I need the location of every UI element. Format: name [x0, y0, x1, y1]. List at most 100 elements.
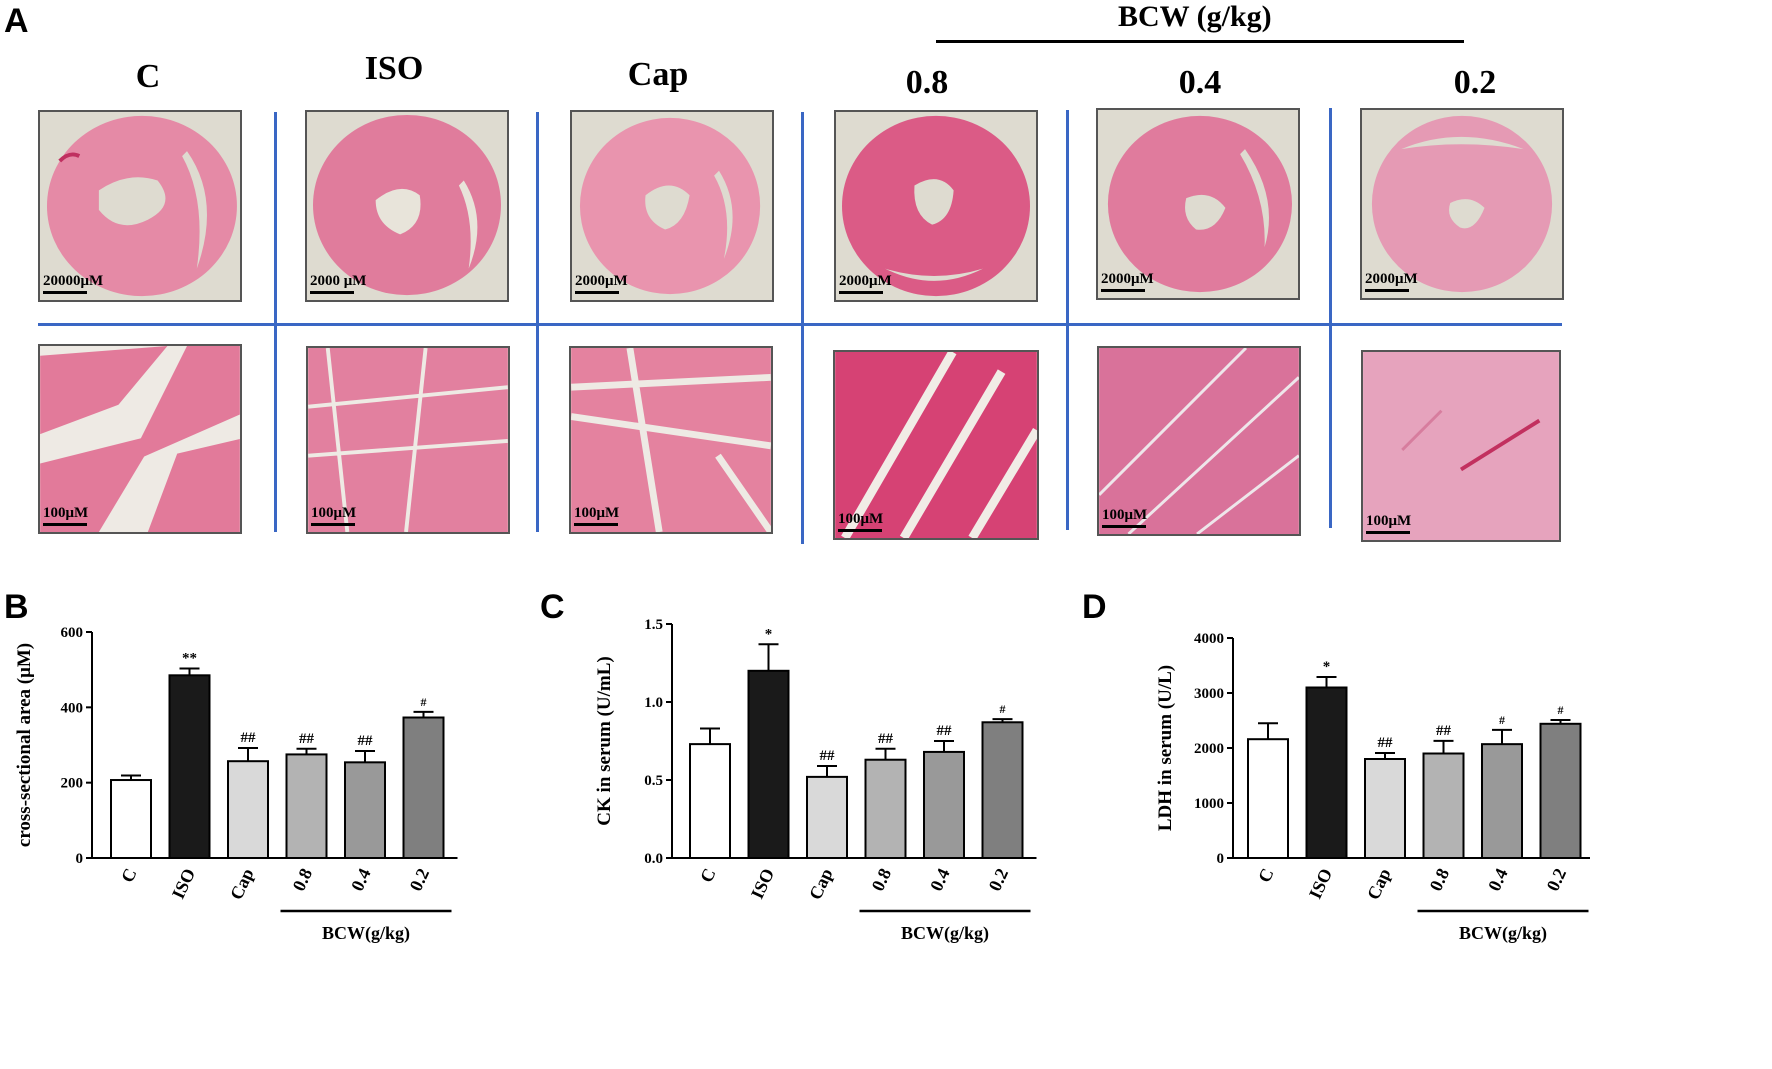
- x-tick-label: 0.2: [984, 865, 1012, 894]
- scale-label: 100μM: [311, 505, 357, 521]
- x-tick-label: 0.4: [1484, 865, 1512, 894]
- significance-mark: ##: [820, 748, 836, 764]
- significance-mark: *: [1323, 659, 1331, 675]
- bcw-group-title: BCW (g/kg): [1118, 0, 1272, 33]
- group-label-0-8: 0.8: [905, 64, 949, 101]
- x-tick-label: 0.4: [926, 865, 954, 894]
- tissue-section-iso-image: [308, 348, 508, 532]
- significance-mark: #: [1000, 702, 1006, 716]
- x-tick-label: Cap: [1363, 865, 1395, 902]
- significance-mark: ##: [358, 733, 374, 749]
- scale-bar-top-iso: 2000 μM: [310, 273, 366, 294]
- bar: [402, 716, 445, 859]
- x-tick-label: Cap: [226, 865, 258, 902]
- tissue-section-cap-image: [571, 348, 771, 532]
- y-axis-label: CK in serum (U/mL): [594, 656, 615, 825]
- y-tick-label: 600: [61, 625, 84, 641]
- significance-mark: ##: [878, 731, 894, 747]
- heart-section-0-4: 2000μM: [1096, 108, 1300, 300]
- group-label-0-2: 0.2: [1453, 64, 1497, 101]
- bar: [227, 760, 269, 860]
- chart-b: 0 200 400 600 cross-sectional area (μM) C ** IS…: [14, 625, 458, 944]
- group-label-c: C: [135, 58, 161, 95]
- tissue-section-0-8-image: [835, 352, 1037, 538]
- significance-mark: #: [1558, 703, 1564, 717]
- tissue-section-0-4: 100μM: [1097, 346, 1301, 536]
- scale-label: 2000μM: [1101, 271, 1154, 287]
- y-tick-label: 1000: [1194, 796, 1224, 812]
- scale-label: 100μM: [574, 505, 620, 521]
- heart-section-iso-image: [313, 114, 501, 296]
- scale-label: 100μM: [838, 511, 884, 527]
- x-tick-label: 0.8: [288, 865, 316, 894]
- bar: [747, 669, 790, 859]
- x-tick-label: C: [1254, 865, 1278, 885]
- scale-label: 2000μM: [839, 273, 892, 289]
- scale-label: 20000μM: [43, 273, 104, 289]
- heart-section-c: 20000μM: [38, 110, 242, 302]
- x-tick-label: C: [696, 865, 720, 885]
- significance-mark: ##: [1378, 735, 1394, 751]
- divider-vertical-3: [801, 112, 804, 544]
- scale-label: 2000μM: [1365, 271, 1418, 287]
- heart-section-iso: 2000 μM: [305, 110, 509, 302]
- heart-section-cap-image: [579, 117, 761, 295]
- bar: [285, 753, 328, 860]
- x-tick-label: 0.8: [1425, 865, 1453, 894]
- y-tick-label: 0.0: [644, 851, 663, 867]
- y-tick-label: 2000: [1194, 741, 1224, 757]
- scale-bar-bottom-iso: 100μM: [311, 505, 356, 526]
- bar: [806, 775, 848, 860]
- scale-label: 2000μM: [575, 273, 628, 289]
- bar: [1422, 752, 1465, 859]
- x-tick-label: ISO: [1305, 865, 1336, 902]
- bar: [1364, 758, 1406, 859]
- x-tick-label: ISO: [168, 865, 199, 902]
- bar: [1481, 743, 1523, 859]
- x-tick-label: ISO: [747, 865, 778, 902]
- bar: [168, 674, 211, 859]
- group-label-0-4: 0.4: [1178, 64, 1222, 101]
- bcw-group-line: [936, 40, 1464, 43]
- tissue-section-cap: 100μM: [569, 346, 773, 534]
- significance-mark: ##: [241, 730, 257, 746]
- group-label-iso: ISO: [364, 50, 424, 87]
- bar: [1247, 738, 1289, 859]
- bar: [1539, 722, 1582, 859]
- heart-section-0-4-image: [1107, 115, 1292, 293]
- y-tick-label: 1.0: [644, 695, 663, 711]
- divider-vertical-2: [536, 112, 539, 532]
- x-tick-label: 0.2: [1542, 865, 1570, 894]
- significance-mark: **: [182, 651, 197, 667]
- heart-section-cap: 2000μM: [570, 110, 774, 302]
- heart-section-0-2: 2000μM: [1360, 108, 1564, 300]
- y-axis-label: LDH in serum (U/L): [1155, 665, 1176, 831]
- heart-section-0-2-image: [1371, 115, 1553, 293]
- tissue-section-c-image: [40, 346, 240, 532]
- y-tick-label: 200: [61, 776, 84, 792]
- scale-bar-bottom-0-4: 100μM: [1102, 507, 1147, 528]
- bar: [923, 750, 965, 859]
- scale-bar-bottom-0-8: 100μM: [838, 511, 883, 532]
- scale-bar-top-0-2: 2000μM: [1365, 271, 1418, 292]
- bcw-bracket-label: BCW(g/kg): [901, 923, 989, 944]
- divider-vertical-4: [1066, 110, 1069, 530]
- tissue-section-0-8: 100μM: [833, 350, 1039, 540]
- tissue-section-0-2-image: [1363, 352, 1559, 540]
- y-tick-label: 4000: [1194, 631, 1224, 647]
- x-tick-label: Cap: [805, 865, 837, 902]
- divider-vertical-1: [274, 112, 277, 532]
- y-axis-label: cross-sectional area (μM): [14, 643, 35, 847]
- significance-mark: ##: [937, 723, 953, 739]
- heart-section-0-8: 2000μM: [834, 110, 1038, 302]
- scale-label: 100μM: [1366, 513, 1412, 529]
- bar: [864, 758, 907, 859]
- significance-mark: #: [1499, 713, 1505, 727]
- scale-bar-bottom-c: 100μM: [43, 505, 88, 526]
- bar: [1305, 686, 1348, 859]
- x-tick-label: 0.4: [347, 865, 375, 894]
- scale-label: 2000 μM: [310, 273, 367, 289]
- y-tick-label: 0: [1217, 851, 1225, 867]
- y-tick-label: 1.5: [644, 617, 663, 633]
- panel-letter-b: B: [4, 588, 29, 626]
